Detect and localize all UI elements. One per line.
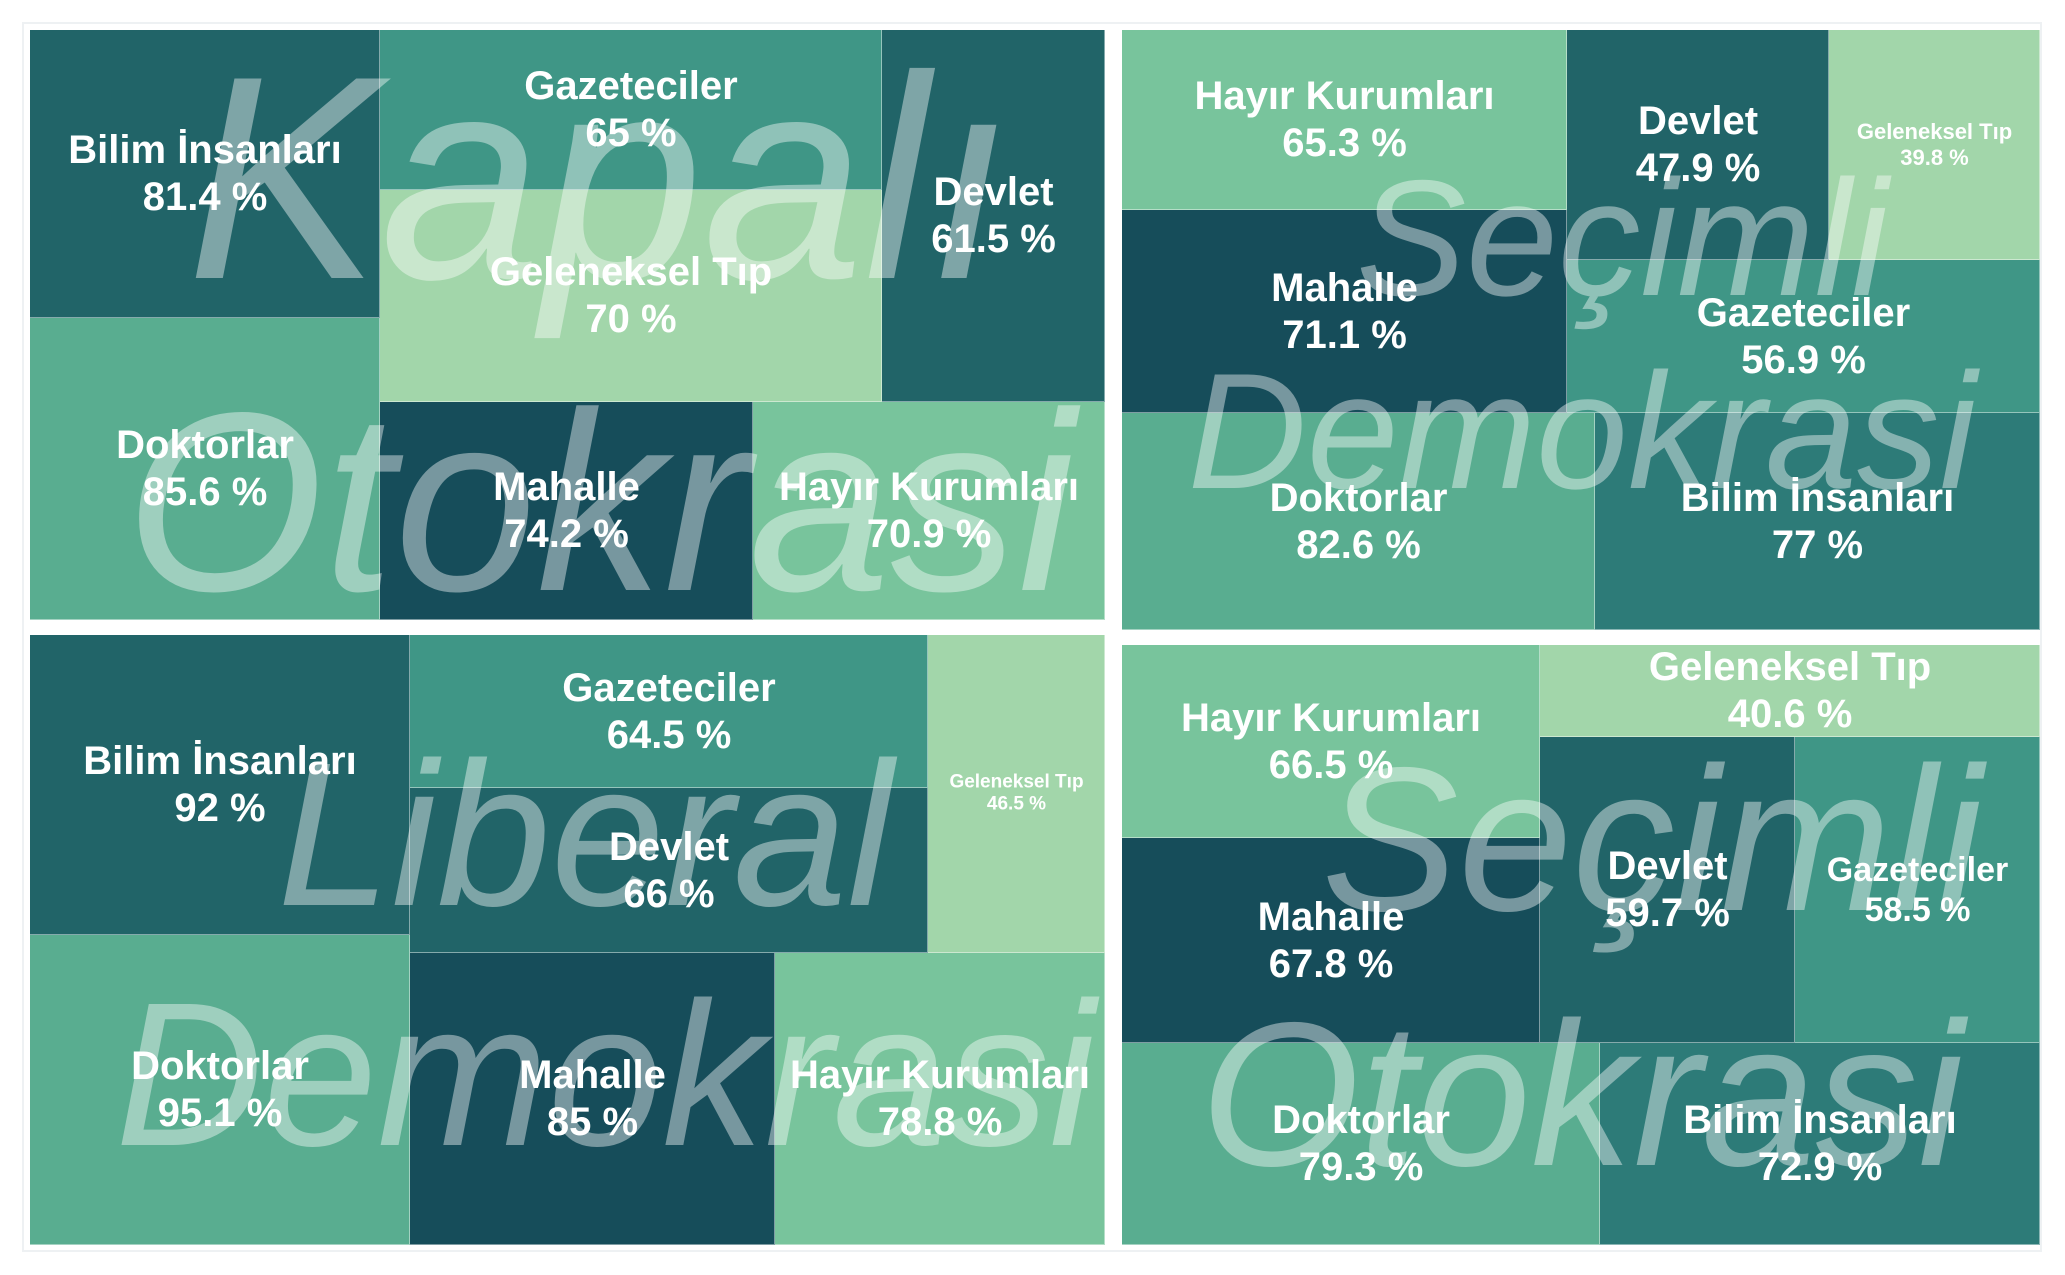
treemap-tile-gazeteciler <box>410 635 928 788</box>
treemap-tile-gazeteciler <box>380 30 882 190</box>
treemap-tile-hayir-kurumlari <box>775 953 1105 1245</box>
treemap-panel-secimli-demokrasi: Seçimli Demokrasi Hayır Kurumları 65.3 % Mah… <box>1122 30 2040 630</box>
treemap-tile-mahalle <box>410 953 775 1245</box>
treemap-tile-doktorlar <box>1122 1043 1600 1245</box>
treemap-tile-bilim-insanlari <box>1595 413 2040 630</box>
treemap-panel-liberal-demokrasi: Liberal Demokrasi Bilim İnsanları 92 % Dokto… <box>30 635 1105 1245</box>
treemap-panel-kapali-otokrasi: Kapalı Otokrasi Bilim İnsanları 81.4 % Dokto… <box>30 30 1105 620</box>
treemap-tile-hayir-kurumlari <box>1122 645 1540 838</box>
treemap-tile-devlet <box>1540 737 1795 1043</box>
treemap-tile-devlet <box>882 30 1105 402</box>
treemap-tile-geleneksel-tip <box>1540 645 2040 737</box>
treemap-tile-geleneksel-tip <box>1829 30 2040 260</box>
treemap-tile-bilim-insanlari <box>30 30 380 318</box>
treemap-tile-mahalle <box>1122 210 1567 413</box>
treemap-tile-doktorlar <box>1122 413 1595 630</box>
treemap-tile-devlet <box>1567 30 1829 260</box>
treemap-tile-devlet <box>410 788 928 953</box>
treemap-tile-gazeteciler <box>1567 260 2040 413</box>
figure-frame <box>22 22 2042 1252</box>
treemap-tile-mahalle <box>1122 838 1540 1043</box>
treemap-tile-hayir-kurumlari <box>753 402 1105 620</box>
treemap-tile-mahalle <box>380 402 753 620</box>
treemap-tile-geleneksel-tip <box>380 190 882 402</box>
treemap-tile-gazeteciler <box>1795 737 2040 1043</box>
treemap-tile-doktorlar <box>30 935 410 1245</box>
treemap-tile-doktorlar <box>30 318 380 620</box>
treemap-tile-geleneksel-tip <box>928 635 1105 953</box>
treemap-tile-bilim-insanlari <box>1600 1043 2040 1245</box>
treemap-panel-secimli-otokrasi: Seçimli Otokrasi Hayır Kurumları 66.5 % Maha… <box>1122 645 2040 1245</box>
treemap-tile-bilim-insanlari <box>30 635 410 935</box>
treemap-tile-hayir-kurumlari <box>1122 30 1567 210</box>
